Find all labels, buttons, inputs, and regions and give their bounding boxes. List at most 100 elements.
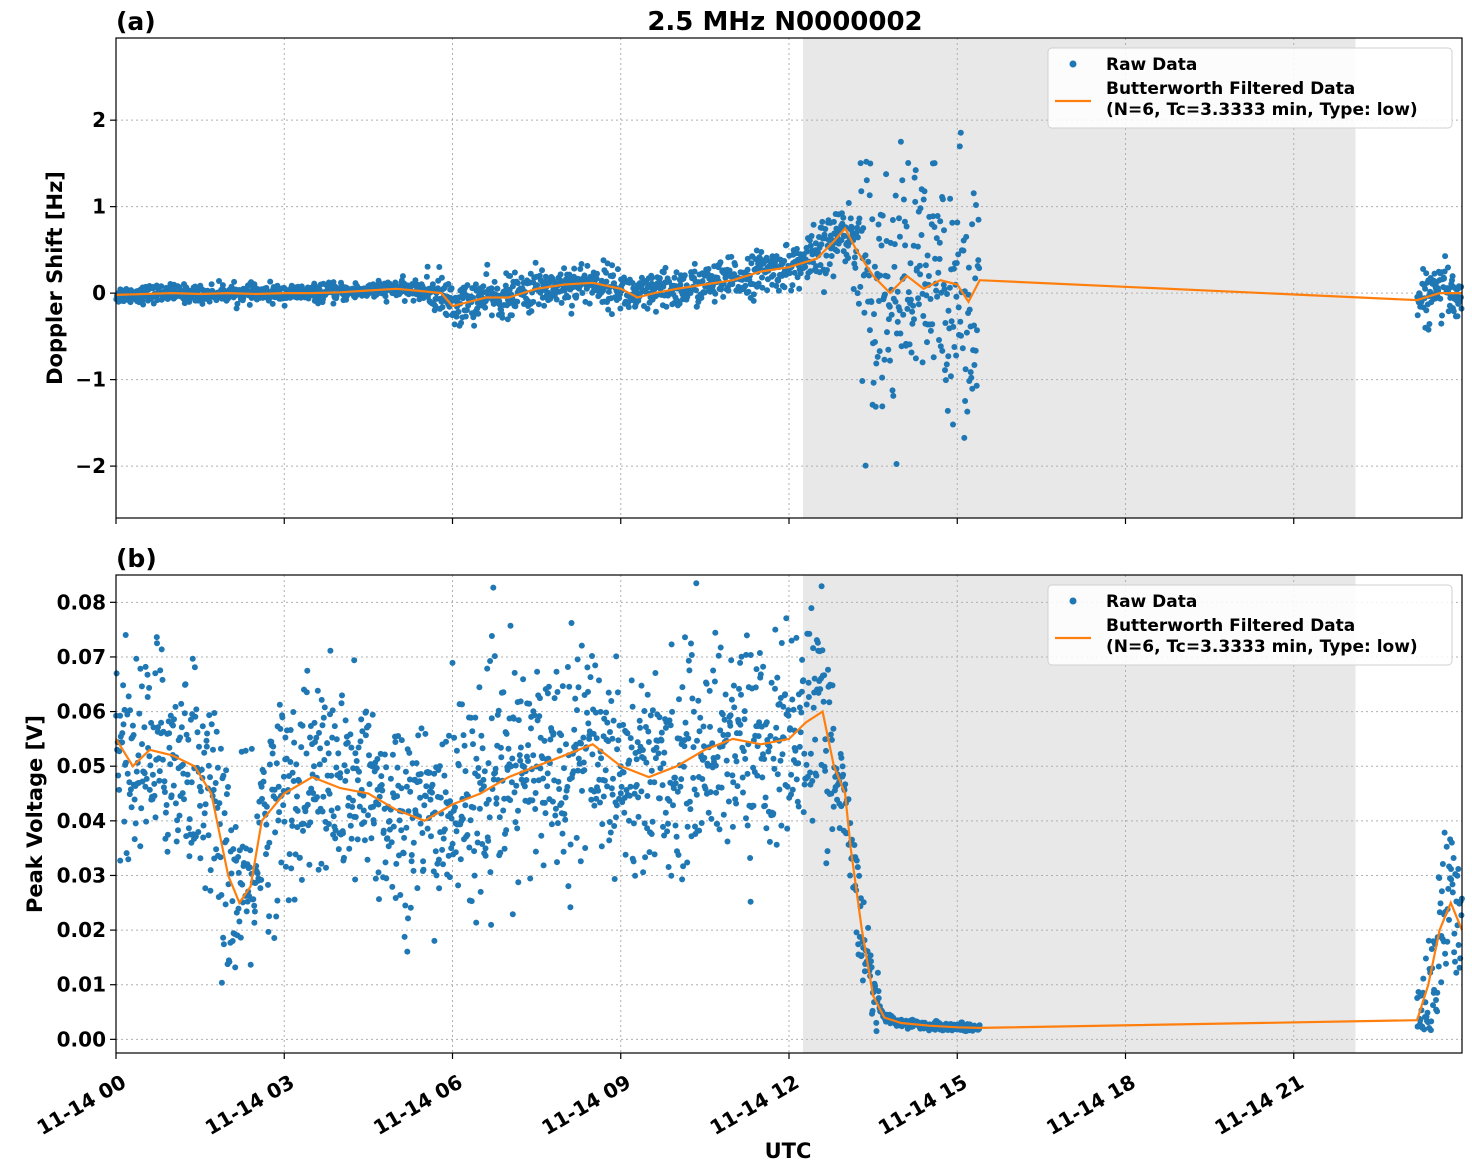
- raw-data-point: [894, 288, 901, 295]
- raw-data-point: [556, 747, 563, 754]
- raw-data-point: [713, 789, 720, 796]
- raw-data-point: [593, 735, 600, 742]
- raw-data-point: [398, 827, 405, 834]
- raw-data-point: [856, 215, 863, 222]
- raw-data-point: [610, 717, 617, 724]
- raw-data-point: [763, 825, 770, 832]
- raw-data-point: [198, 788, 204, 795]
- raw-data-point: [918, 232, 925, 238]
- raw-data-point: [395, 733, 402, 739]
- raw-data-point: [453, 313, 460, 320]
- raw-data-point: [898, 343, 905, 350]
- raw-data-point: [900, 196, 907, 203]
- raw-data-point: [472, 714, 479, 721]
- raw-data-point: [868, 299, 875, 305]
- raw-data-point: [876, 348, 883, 355]
- raw-data-point: [710, 667, 717, 674]
- raw-data-point: [905, 160, 912, 166]
- raw-data-point: [150, 724, 157, 731]
- raw-data-point: [797, 270, 804, 277]
- raw-data-point: [645, 728, 652, 735]
- raw-data-point: [488, 921, 495, 928]
- raw-data-point: [943, 361, 950, 368]
- raw-data-point: [772, 626, 779, 633]
- raw-data-point: [893, 461, 900, 467]
- y-tick-label: −2: [75, 454, 106, 478]
- raw-data-point: [917, 205, 924, 212]
- raw-data-point: [615, 737, 622, 744]
- raw-data-point: [725, 731, 731, 738]
- raw-data-point: [1448, 866, 1454, 872]
- raw-data-point: [875, 988, 882, 995]
- raw-data-point: [761, 756, 768, 762]
- raw-data-point: [207, 774, 213, 781]
- raw-data-point: [319, 722, 326, 729]
- raw-data-point: [915, 301, 922, 308]
- raw-data-point: [845, 200, 852, 206]
- raw-data-point: [860, 225, 867, 232]
- raw-data-point: [218, 892, 225, 898]
- raw-data-point: [442, 789, 449, 796]
- raw-data-point: [197, 802, 203, 809]
- raw-data-point: [666, 797, 673, 804]
- raw-data-point: [246, 301, 253, 308]
- raw-data-point: [210, 786, 217, 793]
- raw-data-point: [288, 865, 295, 872]
- raw-data-point: [787, 725, 794, 732]
- raw-data-point: [597, 799, 603, 806]
- raw-data-point: [720, 811, 727, 818]
- raw-data-point: [1445, 885, 1452, 892]
- raw-data-point: [740, 789, 746, 796]
- raw-data-point: [378, 773, 385, 780]
- raw-data-point: [132, 820, 139, 827]
- raw-data-point: [601, 777, 608, 784]
- x-tick-label: 11-14 03: [201, 1070, 299, 1140]
- raw-data-point: [243, 908, 250, 915]
- raw-data-point: [577, 858, 584, 865]
- raw-data-point: [673, 269, 680, 276]
- raw-data-point: [175, 827, 181, 834]
- raw-data-point: [360, 792, 367, 799]
- raw-data-point: [387, 775, 394, 782]
- raw-data-point: [478, 732, 485, 739]
- raw-data-point: [651, 779, 658, 786]
- raw-data-point: [680, 763, 687, 770]
- raw-data-point: [484, 261, 491, 268]
- raw-data-point: [462, 802, 469, 809]
- raw-data-point: [712, 629, 719, 636]
- raw-data-point: [755, 280, 762, 287]
- raw-data-point: [626, 757, 633, 764]
- raw-data-point: [590, 730, 597, 737]
- raw-data-point: [665, 864, 672, 870]
- raw-data-point: [528, 308, 535, 315]
- raw-data-point: [351, 657, 358, 664]
- raw-data-point: [962, 398, 969, 404]
- raw-data-point: [164, 848, 171, 855]
- raw-data-point: [786, 270, 793, 277]
- raw-data-point: [1453, 969, 1460, 976]
- raw-data-point: [1458, 283, 1465, 290]
- raw-data-point: [670, 785, 677, 792]
- raw-data-point: [781, 284, 788, 291]
- raw-data-point: [866, 327, 873, 334]
- raw-data-point: [356, 768, 362, 775]
- raw-data-point: [638, 682, 645, 689]
- raw-data-point: [383, 875, 390, 882]
- raw-data-point: [622, 851, 629, 858]
- raw-data-point: [1451, 949, 1458, 956]
- raw-data-point: [750, 291, 757, 298]
- raw-data-point: [614, 689, 621, 696]
- raw-data-point: [459, 815, 466, 822]
- raw-data-point: [201, 749, 208, 756]
- raw-data-point: [338, 700, 345, 707]
- raw-data-point: [613, 802, 620, 809]
- raw-data-point: [647, 712, 654, 719]
- raw-data-point: [1427, 1027, 1434, 1034]
- raw-data-point: [921, 188, 928, 195]
- raw-data-point: [475, 310, 482, 317]
- raw-data-point: [214, 764, 221, 771]
- raw-data-point: [515, 717, 522, 724]
- raw-data-point: [138, 805, 145, 812]
- raw-data-point: [593, 795, 600, 802]
- raw-data-point: [130, 732, 137, 738]
